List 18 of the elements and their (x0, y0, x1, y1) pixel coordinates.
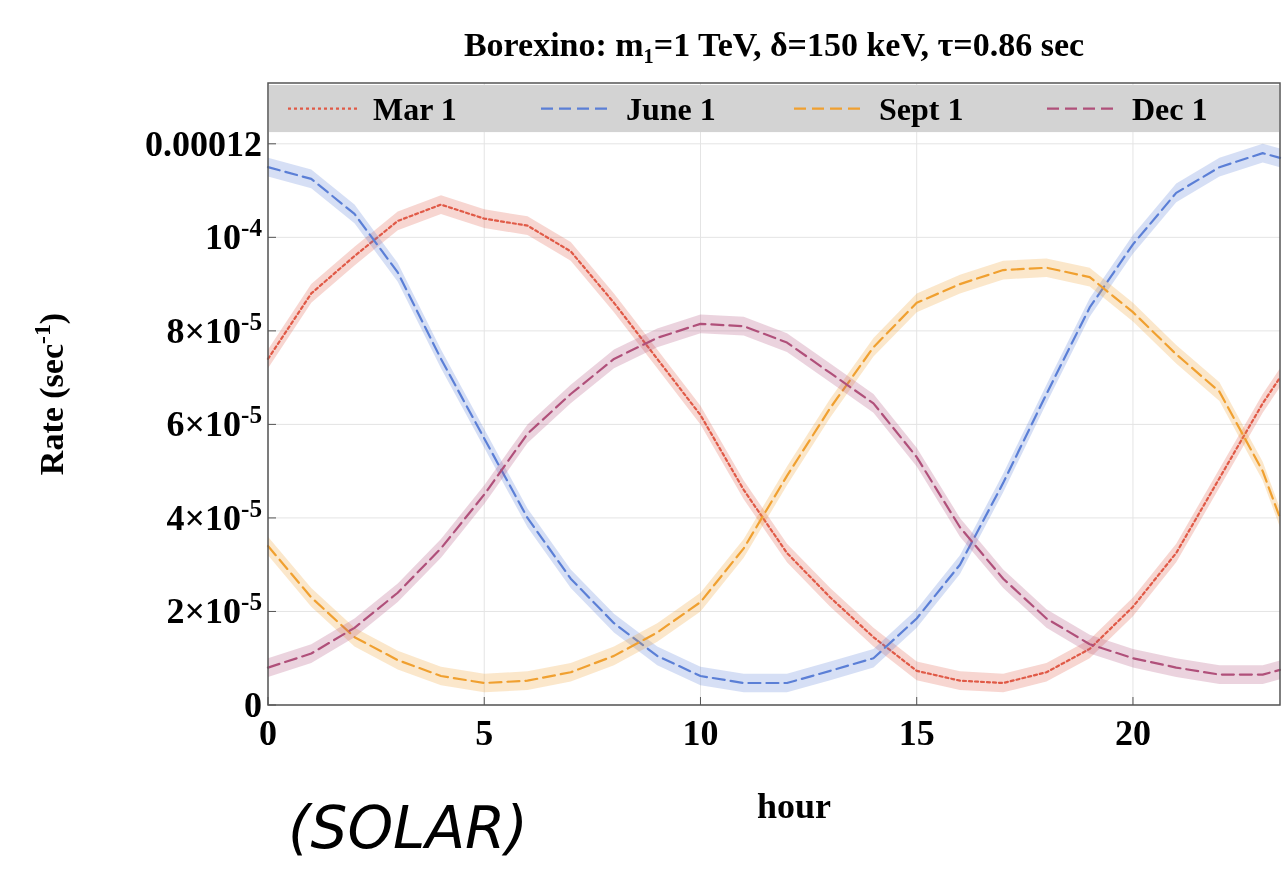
y-tick-label: 0 (244, 685, 262, 725)
x-axis-title: hour (756, 786, 832, 826)
legend-label: Dec 1 (1132, 90, 1208, 127)
y-tick-label: 10$^{-4}$ (205, 213, 263, 258)
legend-label: June 1 (626, 90, 716, 127)
y-tick-label: 0.00012 (145, 123, 262, 164)
y-tick-label: 4×10$^{-5}$ (166, 494, 262, 538)
legend-label: Mar 1 (373, 90, 457, 127)
y-tick-label: 2×10$^{-5}$ (166, 587, 262, 632)
chart-title: Borexino: m₁=1 TeV, δ=150 keV, τ=0.86 sec (463, 26, 1085, 63)
x-tick-label: 5 (475, 713, 494, 753)
x-tick-label: 10 (682, 713, 719, 753)
legend-label: Sept 1 (879, 90, 964, 127)
x-tick-label: 20 (1114, 713, 1151, 753)
y-tick-label: 8×10$^{-5}$ (166, 307, 262, 351)
x-tick-label: 15 (898, 713, 935, 753)
y-tick-label: 6×10$^{-5}$ (166, 400, 262, 445)
text: (SOLAR) (287, 794, 529, 862)
